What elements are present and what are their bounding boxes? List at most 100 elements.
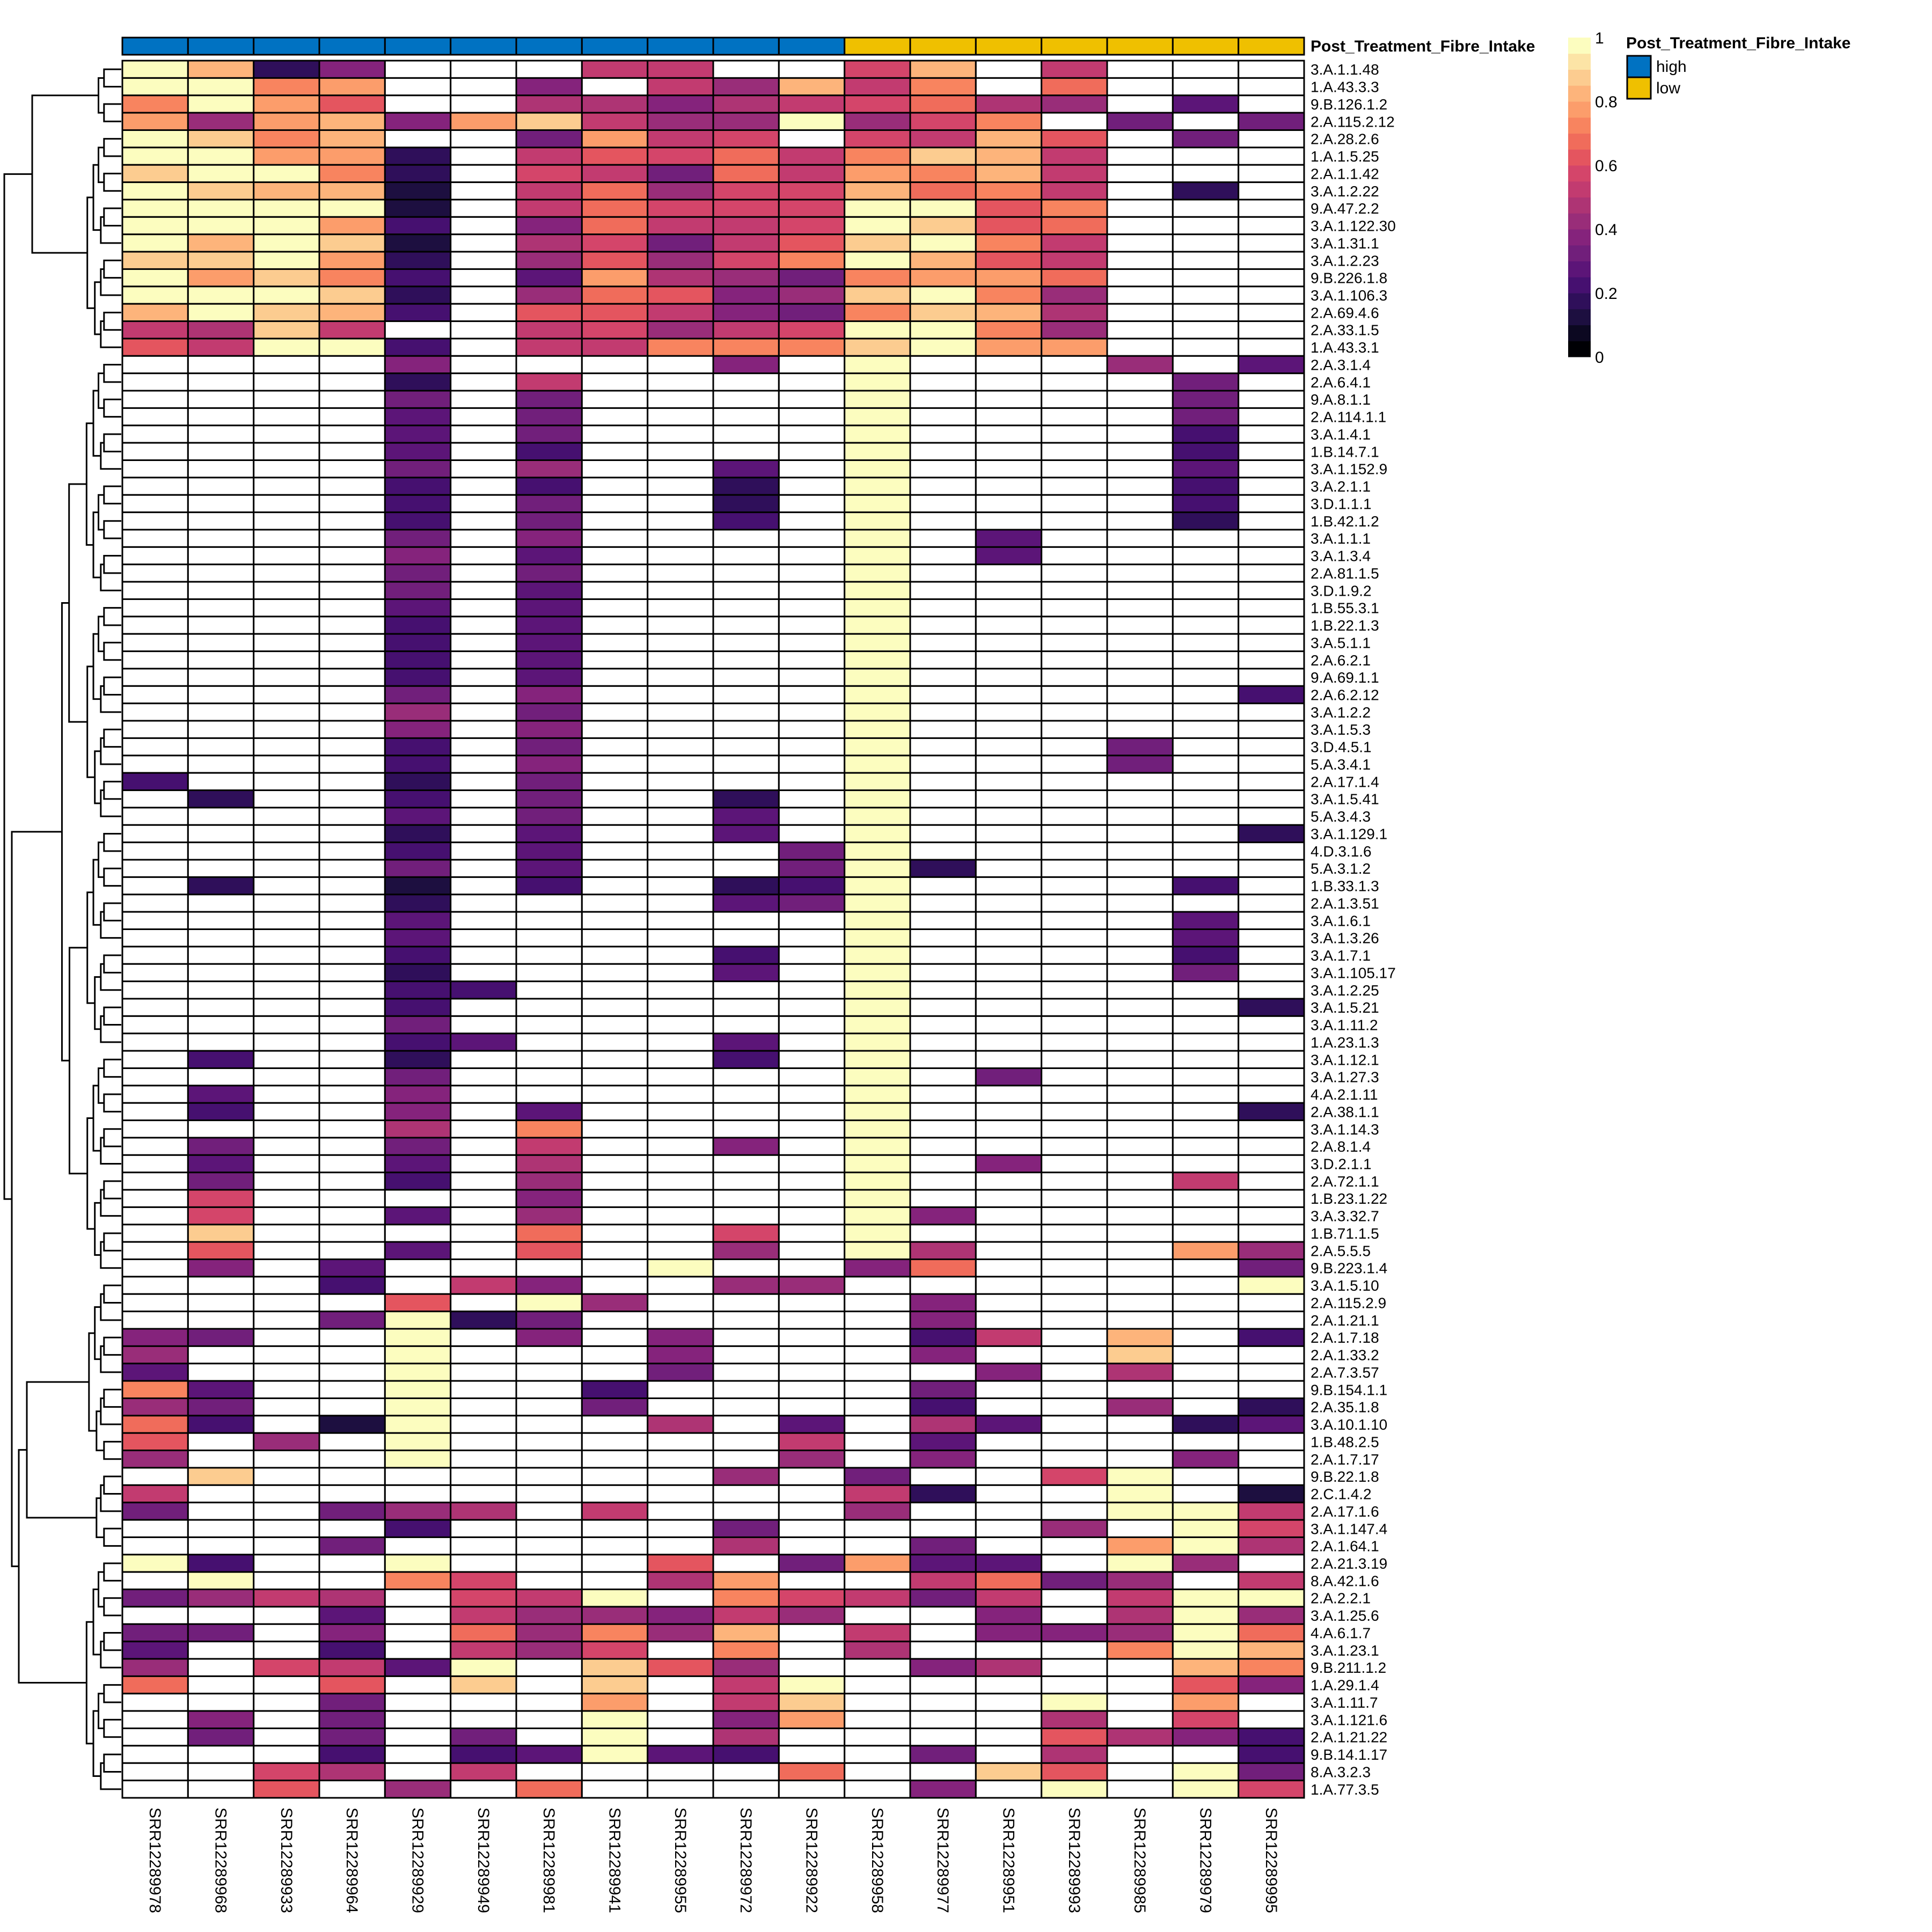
dendrogram-branch xyxy=(103,641,121,661)
row-label: 1.B.55.3.1 xyxy=(1311,600,1379,617)
heatmap-cell xyxy=(712,233,780,253)
heatmap-cell xyxy=(318,1519,386,1538)
row-label: 2.A.8.1.4 xyxy=(1311,1138,1371,1155)
heatmap-cell xyxy=(384,1641,452,1660)
heatmap-cell xyxy=(450,546,517,566)
heatmap-cell xyxy=(121,1119,189,1139)
heatmap-cell xyxy=(844,164,911,184)
row-label: 9.B.154.1.1 xyxy=(1311,1381,1387,1398)
heatmap-cell xyxy=(187,1137,255,1156)
heatmap-cell xyxy=(1172,1728,1240,1747)
heatmap-cell xyxy=(253,1311,320,1330)
heatmap-cell xyxy=(187,1623,255,1643)
heatmap-cell xyxy=(187,1606,255,1625)
heatmap-cell xyxy=(253,112,320,131)
heatmap-cell xyxy=(712,355,780,375)
heatmap-cell xyxy=(318,1241,386,1261)
heatmap-cell xyxy=(318,216,386,236)
heatmap-cell xyxy=(909,616,977,635)
dendrogram-branch xyxy=(92,511,101,579)
heatmap-cell xyxy=(1238,1102,1305,1122)
heatmap-cell xyxy=(318,1033,386,1052)
dendrogram-branch xyxy=(100,320,121,348)
heatmap-cell xyxy=(515,320,583,340)
heatmap-cell xyxy=(712,1606,780,1625)
heatmap-cell xyxy=(121,581,189,600)
dendrogram-branch xyxy=(103,1232,121,1252)
dendrogram-branch xyxy=(94,1306,101,1360)
heatmap-cell xyxy=(318,407,386,427)
heatmap-cell xyxy=(384,1033,452,1052)
annotation-cell xyxy=(909,36,977,56)
heatmap-cell xyxy=(1106,1710,1174,1730)
heatmap-cell xyxy=(121,1780,189,1799)
heatmap-cell xyxy=(1106,720,1174,739)
heatmap-cell xyxy=(581,1137,649,1156)
heatmap-cell xyxy=(121,1623,189,1643)
heatmap-cell xyxy=(121,1606,189,1625)
heatmap-cell xyxy=(1041,1728,1108,1747)
heatmap-cell xyxy=(581,1345,649,1365)
heatmap-cell xyxy=(515,841,583,861)
heatmap-cell xyxy=(975,529,1043,548)
heatmap-cell xyxy=(515,911,583,931)
heatmap-cell xyxy=(121,1206,189,1226)
heatmap-cell xyxy=(384,1328,452,1347)
heatmap-cell xyxy=(450,1606,517,1625)
heatmap-cell xyxy=(647,1745,714,1764)
heatmap-cell xyxy=(581,77,649,97)
dendrogram-branch xyxy=(103,555,121,574)
heatmap-cell xyxy=(712,685,780,705)
heatmap-cell xyxy=(1172,841,1240,861)
heatmap-cell xyxy=(1041,164,1108,184)
heatmap-cell xyxy=(647,1397,714,1417)
heatmap-cell xyxy=(909,1206,977,1226)
dendrogram-branch xyxy=(103,1006,121,1026)
heatmap-cell xyxy=(515,1328,583,1347)
heatmap-cell xyxy=(975,894,1043,913)
heatmap-cell xyxy=(1238,702,1305,722)
heatmap-cell xyxy=(647,980,714,1000)
heatmap-cell xyxy=(581,529,649,548)
heatmap-cell xyxy=(844,1363,911,1382)
heatmap-cell xyxy=(253,1380,320,1399)
heatmap-cell xyxy=(1238,407,1305,427)
heatmap-cell xyxy=(712,807,780,826)
heatmap-cell xyxy=(712,737,780,757)
heatmap-cell xyxy=(450,216,517,236)
heatmap-cell xyxy=(384,1571,452,1591)
heatmap-cell xyxy=(384,1745,452,1764)
heatmap-cell xyxy=(909,94,977,114)
heatmap-cell xyxy=(450,1172,517,1191)
heatmap-cell xyxy=(384,737,452,757)
row-label: 1.A.1.5.25 xyxy=(1311,148,1379,165)
heatmap-cell xyxy=(712,1172,780,1191)
heatmap-cell xyxy=(318,1172,386,1191)
heatmap-cell xyxy=(318,1484,386,1504)
heatmap-cell xyxy=(712,1137,780,1156)
heatmap-cell xyxy=(975,1623,1043,1643)
heatmap-cell xyxy=(844,1345,911,1365)
heatmap-cell xyxy=(187,633,255,653)
heatmap-cell xyxy=(975,442,1043,462)
heatmap-cell xyxy=(778,1536,846,1556)
heatmap-cell xyxy=(778,286,846,305)
heatmap-cell xyxy=(1041,1345,1108,1365)
heatmap-cell xyxy=(975,911,1043,931)
annotation-cell xyxy=(844,36,911,56)
heatmap-cell xyxy=(1106,946,1174,965)
heatmap-cell xyxy=(1238,1519,1305,1538)
heatmap-cell xyxy=(1106,233,1174,253)
heatmap-cell xyxy=(1041,1311,1108,1330)
heatmap-cell xyxy=(647,1728,714,1747)
dendrogram-branch xyxy=(100,1241,121,1269)
dendrogram-branch xyxy=(100,685,121,713)
heatmap-cell xyxy=(581,1033,649,1052)
heatmap-cell xyxy=(1172,1328,1240,1347)
heatmap-cell xyxy=(647,286,714,305)
heatmap-cell xyxy=(1172,1224,1240,1243)
column-label: SRR12289977 xyxy=(934,1807,952,1913)
heatmap-cell xyxy=(581,1258,649,1278)
heatmap-cell xyxy=(844,1085,911,1104)
heatmap-cell xyxy=(712,720,780,739)
